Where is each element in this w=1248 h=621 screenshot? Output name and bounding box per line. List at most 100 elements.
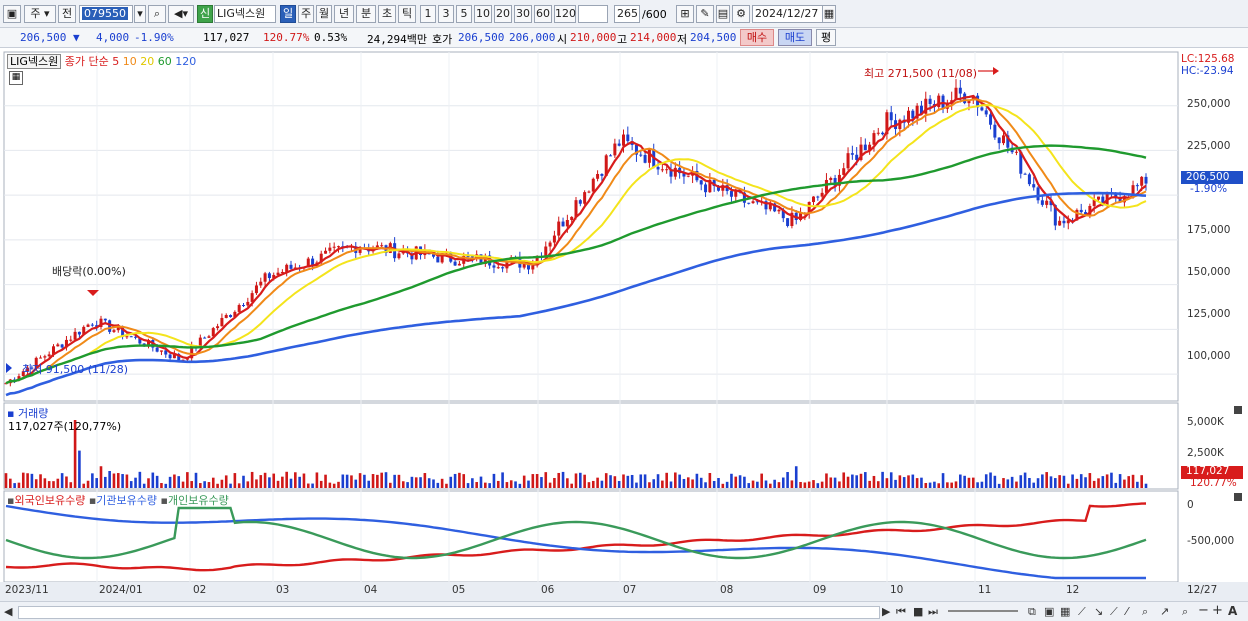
stop-icon[interactable]: ■ — [913, 605, 924, 618]
volume-panel-close-icon[interactable] — [1234, 406, 1242, 414]
zoom-in-icon[interactable]: + — [1212, 603, 1223, 618]
candle-body — [755, 201, 759, 203]
grid-toggle-icon[interactable]: ▦ — [9, 71, 23, 85]
date-input[interactable]: 2024/12/27 — [752, 5, 824, 23]
count-input[interactable]: 265 — [614, 5, 640, 23]
tool-icon-1[interactable]: ⧉ — [1028, 605, 1036, 618]
custom-interval-input[interactable] — [578, 5, 608, 23]
save-icon[interactable]: ▤ — [716, 5, 730, 23]
candle-body — [4, 383, 8, 385]
period-second-button[interactable]: 초 — [378, 5, 396, 23]
low-label: 저 — [677, 33, 688, 46]
candle-body — [86, 324, 90, 327]
interval-5-button[interactable]: 5 — [456, 5, 472, 23]
volume-bar — [781, 477, 785, 488]
tool-icon-8[interactable]: ⌕ — [1142, 605, 1149, 618]
tool-icon-5[interactable]: ↘ — [1094, 605, 1104, 618]
code-dropdown[interactable]: ▾ — [134, 5, 146, 23]
code-input[interactable]: 079550 — [79, 5, 133, 23]
period-minute-button[interactable]: 분 — [356, 5, 376, 23]
candle-body — [773, 203, 777, 212]
volume-bar — [954, 481, 958, 488]
volume-bar — [941, 473, 945, 488]
zoom-reset-icon[interactable]: ⌕ — [1182, 605, 1189, 618]
volume-bar — [872, 475, 876, 488]
high-value: 214,000 — [630, 31, 677, 44]
interval-3-button[interactable]: 3 — [438, 5, 454, 23]
tool-icon-4[interactable]: ⟋ — [1078, 605, 1086, 618]
forward-icon[interactable]: ⏭ — [928, 605, 938, 618]
candle-body — [39, 357, 43, 359]
volume-bar — [1015, 481, 1018, 488]
period-year-button[interactable]: 년 — [334, 5, 354, 23]
candle-body — [1049, 200, 1053, 206]
interval-120-button[interactable]: 120 — [554, 5, 576, 23]
interval-30-button[interactable]: 30 — [514, 5, 532, 23]
speed-slider[interactable] — [948, 610, 1018, 612]
holdings-panel-close-icon[interactable] — [1234, 493, 1242, 501]
sell-button[interactable]: 매도 — [778, 29, 812, 46]
draw-tool-icon[interactable]: ✎ — [696, 5, 714, 23]
chart-canvas[interactable] — [0, 50, 1248, 601]
layout-icon[interactable]: ▣ — [3, 5, 21, 23]
candle-body — [26, 367, 30, 372]
volume-bar — [881, 471, 884, 488]
scrollbar-track[interactable] — [18, 606, 880, 619]
volume-bar — [920, 477, 923, 488]
calendar-icon[interactable]: ▦ — [822, 5, 836, 23]
interval-60-button[interactable]: 60 — [534, 5, 552, 23]
volume-bar — [1032, 482, 1036, 488]
tool-icon-9[interactable]: ↗ — [1160, 605, 1170, 618]
volume-bar — [1023, 472, 1027, 488]
interval-1-button[interactable]: 1 — [420, 5, 436, 23]
scroll-right-icon[interactable]: ▶ — [882, 605, 891, 618]
mode-select[interactable]: 전 — [58, 5, 76, 23]
current-price-tag: 206,500 — [1186, 171, 1230, 183]
candle-body — [159, 350, 163, 352]
scroll-left-icon[interactable]: ◀ — [4, 605, 13, 618]
period-week-button[interactable]: 주 — [298, 5, 314, 23]
candle-body — [501, 267, 505, 269]
volume-bar — [721, 483, 725, 488]
candle-body — [799, 213, 803, 220]
tool-icon-6[interactable]: ⟋ — [1110, 605, 1118, 618]
candle-body — [1144, 176, 1148, 184]
interval-20-button[interactable]: 20 — [494, 5, 512, 23]
evaluate-button[interactable]: 평 — [816, 29, 836, 46]
market-select[interactable]: 주 ▾ — [24, 5, 56, 23]
period-tick-button[interactable]: 틱 — [398, 5, 416, 23]
tool-icon-3[interactable]: ▦ — [1060, 605, 1071, 618]
volume-bar — [842, 472, 846, 488]
period-day-button[interactable]: 일 — [280, 5, 296, 23]
chart-area[interactable]: LIG넥스원 종가 단순 5 10 20 60 120 ▦ LC:125.68 … — [0, 50, 1248, 601]
volume-bar — [1123, 479, 1126, 488]
candle-body — [246, 301, 250, 306]
candle-body — [328, 247, 332, 251]
period-month-button[interactable]: 월 — [316, 5, 332, 23]
speaker-icon[interactable]: ◀▾ — [168, 5, 194, 23]
candle-body — [1006, 135, 1010, 148]
volume-bar — [1118, 474, 1122, 488]
tool-icon-2[interactable]: ▣ — [1044, 605, 1055, 618]
tool-icon-7[interactable]: ⁄ — [1126, 605, 1128, 618]
buy-button[interactable]: 매수 — [740, 29, 774, 46]
volume-bar — [462, 474, 466, 488]
legend-foreign[interactable]: 외국인보유수량 — [14, 494, 86, 507]
volume-bar — [699, 477, 703, 488]
volume-bar — [859, 473, 863, 488]
legend-ma-label[interactable]: 종가 단순 — [64, 55, 109, 68]
gear-icon[interactable]: ⚙ — [732, 5, 750, 23]
candle-body — [276, 272, 280, 275]
legend-stock-name[interactable]: LIG넥스원 — [7, 54, 62, 69]
font-size-icon[interactable]: A — [1228, 604, 1238, 618]
candle-body — [527, 262, 530, 270]
rewind-icon[interactable]: ⏮ — [896, 605, 906, 618]
volume-bar — [1114, 482, 1118, 488]
legend-institution[interactable]: 기관보유수량 — [96, 494, 158, 507]
candle-body — [591, 178, 595, 192]
search-icon[interactable]: ⌕ — [148, 5, 166, 23]
interval-10-button[interactable]: 10 — [474, 5, 492, 23]
zoom-out-icon[interactable]: − — [1198, 603, 1209, 618]
legend-individual[interactable]: 개인보유수량 — [167, 494, 229, 507]
chart-type-icon[interactable]: ⊞ — [676, 5, 694, 23]
